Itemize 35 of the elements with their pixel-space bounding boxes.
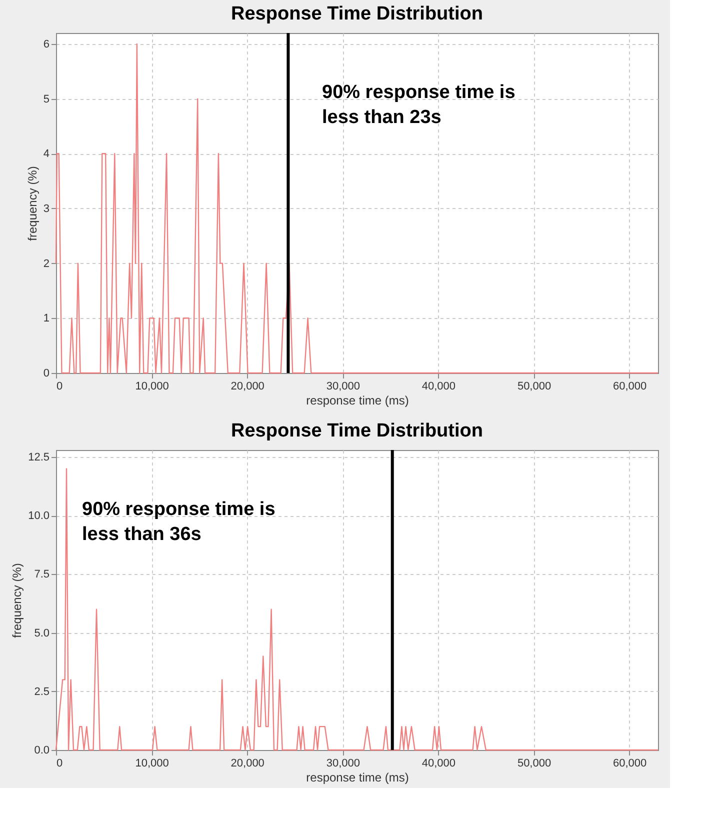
y-tick-label: 1 [43, 312, 50, 325]
y-tick-label: 4 [43, 148, 50, 160]
y-tick-label: 3 [43, 202, 50, 215]
y-axis-title: frequency (%) [25, 166, 40, 241]
x-tick-label: 10,000 [135, 758, 169, 770]
y-tick-label: 2.5 [34, 686, 50, 698]
x-tick-label: 0 [56, 758, 63, 770]
x-tick-label: 20,000 [230, 758, 264, 770]
y-tick-label: 5 [43, 93, 50, 106]
y-tick-label: 10.0 [28, 510, 50, 522]
chart-title: Response Time Distribution [231, 420, 483, 442]
x-tick-label: 10,000 [135, 380, 169, 392]
y-tick-label: 0.0 [34, 744, 50, 756]
x-tick-label: 60,000 [613, 758, 647, 770]
y-tick-label: 7.5 [34, 568, 50, 581]
x-tick-label: 60,000 [613, 380, 647, 392]
y-tick-label: 0 [43, 368, 50, 380]
x-axis-title: response time (ms) [306, 770, 409, 784]
x-tick-label: 40,000 [422, 758, 456, 770]
y-axis-title: frequency (%) [10, 563, 24, 638]
chart-title: Response Time Distribution [231, 4, 483, 24]
y-tick-label: 2 [43, 258, 50, 270]
x-tick-label: 50,000 [517, 380, 552, 392]
x-tick-label: 0 [56, 380, 63, 392]
x-tick-label: 50,000 [517, 758, 552, 770]
x-tick-label: 20,000 [230, 380, 264, 392]
y-tick-label: 12.5 [28, 452, 50, 464]
x-tick-label: 30,000 [326, 380, 360, 392]
annotation: 90% response time is less than 36s [82, 499, 276, 545]
annotation: 90% response time is less than 23s [322, 82, 516, 128]
x-axis-title: response time (ms) [306, 394, 409, 408]
x-tick-label: 40,000 [422, 380, 456, 392]
x-tick-label: 30,000 [326, 758, 360, 770]
y-tick-label: 5.0 [34, 627, 50, 640]
y-tick-label: 6 [43, 38, 50, 50]
